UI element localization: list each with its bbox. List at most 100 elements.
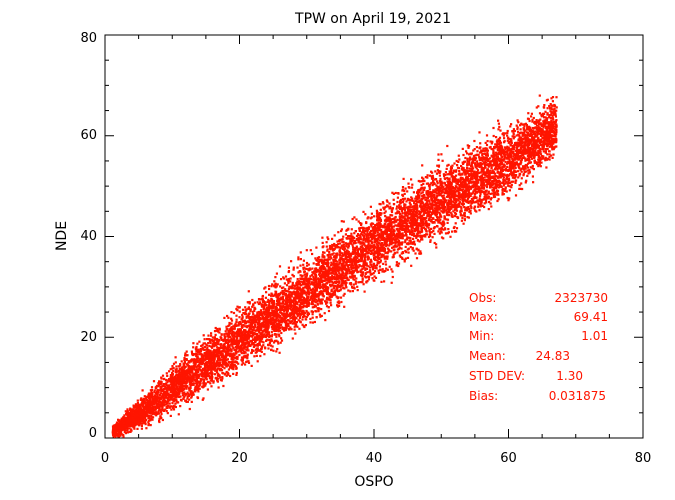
data-point <box>141 405 145 408</box>
data-point <box>161 407 164 410</box>
data-point <box>264 286 267 289</box>
data-point <box>243 347 246 350</box>
data-point <box>396 218 399 221</box>
data-point <box>427 199 430 202</box>
data-point <box>273 280 276 283</box>
data-point <box>397 192 400 195</box>
data-point <box>485 183 488 186</box>
data-point <box>457 154 460 157</box>
data-point <box>230 322 233 325</box>
data-point <box>440 153 443 156</box>
data-point <box>243 332 246 335</box>
data-point <box>235 320 238 324</box>
data-point <box>280 286 284 290</box>
data-point <box>291 307 295 310</box>
data-point <box>183 391 186 394</box>
data-point <box>226 314 229 318</box>
data-point <box>480 151 483 154</box>
data-point <box>201 385 204 388</box>
data-point <box>460 219 463 222</box>
data-point <box>521 132 524 135</box>
data-point <box>442 228 445 231</box>
data-point <box>296 314 299 317</box>
data-point <box>528 130 531 133</box>
data-points <box>111 94 558 438</box>
data-point <box>203 372 206 375</box>
data-point <box>397 264 400 268</box>
data-point <box>153 395 156 398</box>
data-point <box>255 354 258 357</box>
data-point <box>547 134 550 137</box>
data-point <box>550 97 553 100</box>
data-point <box>381 248 384 251</box>
data-point <box>483 184 486 187</box>
data-point <box>124 410 127 413</box>
data-point <box>271 316 274 319</box>
data-point <box>347 264 350 267</box>
data-point <box>383 224 386 227</box>
data-point <box>342 245 345 249</box>
data-point <box>225 325 228 328</box>
data-point <box>163 396 166 399</box>
data-point <box>379 246 382 249</box>
data-point <box>359 274 363 277</box>
data-point <box>250 364 253 367</box>
data-point <box>363 229 366 232</box>
data-point <box>510 138 513 141</box>
data-point <box>458 170 461 173</box>
data-point <box>163 377 166 380</box>
data-point <box>216 357 219 360</box>
data-point <box>364 255 367 258</box>
data-point <box>396 205 399 208</box>
data-point <box>326 236 329 239</box>
data-point <box>233 325 236 328</box>
data-point <box>458 201 461 204</box>
data-point <box>537 150 540 153</box>
data-point <box>462 167 465 170</box>
data-point <box>208 344 211 348</box>
data-point <box>380 212 383 215</box>
data-point <box>467 216 470 219</box>
data-point <box>486 193 489 196</box>
data-point <box>202 357 205 360</box>
data-point <box>230 341 233 344</box>
data-point <box>525 170 528 173</box>
data-point <box>318 307 321 310</box>
data-point <box>161 409 164 412</box>
data-point <box>305 301 308 305</box>
data-point <box>504 179 507 182</box>
data-point <box>462 162 465 165</box>
data-point <box>337 296 340 299</box>
data-point <box>391 246 394 249</box>
data-point <box>267 298 270 301</box>
data-point <box>398 233 401 236</box>
data-point <box>520 158 523 161</box>
data-point <box>323 265 326 269</box>
data-point <box>274 321 277 324</box>
data-point <box>378 202 381 206</box>
data-point <box>235 347 238 350</box>
data-point <box>523 168 526 171</box>
data-point <box>304 324 307 327</box>
data-point <box>325 241 328 244</box>
data-point <box>342 235 345 238</box>
data-point <box>336 240 339 243</box>
data-point <box>509 173 512 176</box>
data-point <box>351 239 354 242</box>
data-point <box>483 202 486 205</box>
data-point <box>327 309 331 313</box>
data-point <box>240 340 243 343</box>
data-point <box>311 303 315 306</box>
data-point <box>260 337 264 340</box>
data-point <box>202 397 205 400</box>
data-point <box>498 125 501 128</box>
data-point <box>323 288 326 291</box>
data-point <box>166 412 169 415</box>
data-point <box>515 161 518 164</box>
data-point <box>351 261 354 264</box>
data-point <box>401 241 404 244</box>
data-point <box>525 158 528 161</box>
data-point <box>317 258 320 261</box>
data-point <box>392 245 395 248</box>
data-point <box>264 315 268 319</box>
